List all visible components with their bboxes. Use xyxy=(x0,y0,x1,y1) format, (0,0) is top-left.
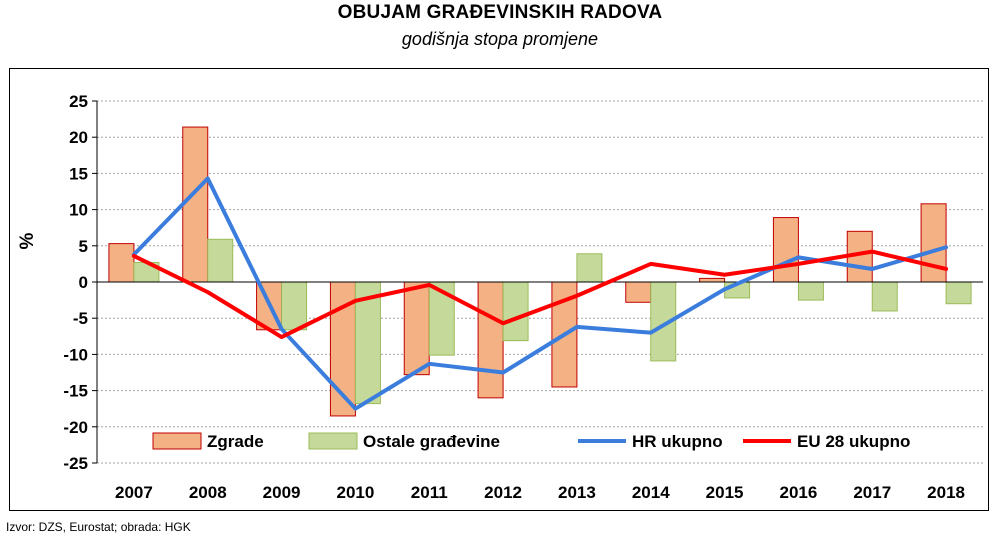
y-tick-label: -15 xyxy=(63,382,88,401)
y-tick-label: 25 xyxy=(69,92,88,111)
y-tick-label: -10 xyxy=(63,345,88,364)
bar-ostale-gra-evine xyxy=(797,281,824,301)
x-tick-label: 2013 xyxy=(558,483,596,502)
bar-zgrade xyxy=(772,217,799,283)
bar-zgrade xyxy=(625,281,652,303)
chart-subtitle: godišnja stopa promjene xyxy=(401,29,599,49)
bar-zgrade xyxy=(477,281,504,399)
y-axis-label: % xyxy=(17,232,38,249)
bar-zgrade xyxy=(920,203,947,283)
bar-ostale-gra-evine xyxy=(576,253,603,283)
y-tick-label: -20 xyxy=(63,418,88,437)
x-tick-label: 2016 xyxy=(780,483,818,502)
bar-ostale-gra-evine xyxy=(281,281,308,331)
x-tick-label: 2010 xyxy=(337,483,375,502)
bar-ostale-gra-evine xyxy=(502,281,529,342)
bar-ostale-gra-evine xyxy=(871,281,898,312)
x-tick-label: 2008 xyxy=(189,483,227,502)
chart-frame xyxy=(9,68,989,511)
legend-swatch-ostale-gra-evine xyxy=(308,432,358,450)
y-tick-label: 0 xyxy=(79,273,88,292)
x-tick-label: 2009 xyxy=(263,483,301,502)
y-tick-label: 5 xyxy=(79,237,88,256)
legend-swatch-zgrade xyxy=(152,432,202,450)
y-tick-label: 20 xyxy=(69,128,88,147)
bar-ostale-gra-evine xyxy=(207,238,234,283)
line-eu-28-ukupno xyxy=(131,249,949,340)
bar-zgrade xyxy=(182,126,209,283)
x-tick-label: 2007 xyxy=(115,483,153,502)
bar-zgrade xyxy=(108,243,135,283)
x-tick-label: 2018 xyxy=(927,483,965,502)
y-tick-label: -25 xyxy=(63,454,88,473)
line-hr-ukupno xyxy=(131,176,949,411)
legend-label-eu-28-ukupno: EU 28 ukupno xyxy=(797,432,910,451)
x-tick-label: 2011 xyxy=(411,483,448,502)
source-note: Izvor: DZS, Eurostat; obrada: HGK xyxy=(6,520,191,534)
bar-zgrade xyxy=(699,277,726,283)
x-tick-label: 2017 xyxy=(853,483,891,502)
x-tick-label: 2012 xyxy=(484,483,522,502)
y-tick-label: 10 xyxy=(69,201,88,220)
y-tick-label: -5 xyxy=(73,309,88,328)
bar-zgrade xyxy=(403,281,430,376)
legend-label-ostale-gra-evine: Ostale građevine xyxy=(363,432,500,451)
y-tick-label: 15 xyxy=(69,164,88,183)
legend-label-zgrade: Zgrade xyxy=(207,432,264,451)
x-tick-label: 2015 xyxy=(706,483,744,502)
bar-ostale-gra-evine xyxy=(945,281,972,305)
legend-label-hr-ukupno: HR ukupno xyxy=(632,432,723,451)
x-tick-label: 2014 xyxy=(632,483,670,502)
chart-title: OBUJAM GRAĐEVINSKIH RADOVA xyxy=(337,2,663,23)
